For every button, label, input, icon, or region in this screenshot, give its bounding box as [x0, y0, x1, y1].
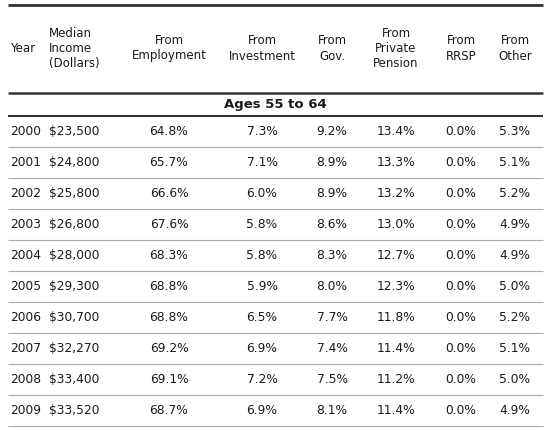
- Text: 2008: 2008: [10, 373, 41, 386]
- Text: 4.9%: 4.9%: [500, 249, 531, 262]
- Text: 0.0%: 0.0%: [446, 218, 477, 231]
- Text: 67.6%: 67.6%: [150, 218, 188, 231]
- Text: 5.3%: 5.3%: [500, 125, 531, 138]
- Text: 2002: 2002: [10, 187, 41, 200]
- Text: 2003: 2003: [10, 218, 41, 231]
- Text: 2000: 2000: [10, 125, 41, 138]
- Text: Year: Year: [10, 42, 35, 55]
- Text: 2005: 2005: [10, 280, 41, 293]
- Text: 69.1%: 69.1%: [150, 373, 188, 386]
- Text: 0.0%: 0.0%: [446, 125, 477, 138]
- Text: 7.2%: 7.2%: [246, 373, 278, 386]
- Text: 6.5%: 6.5%: [246, 311, 278, 324]
- Text: 7.5%: 7.5%: [316, 373, 348, 386]
- Text: From
Employment: From Employment: [132, 34, 207, 62]
- Text: 8.3%: 8.3%: [316, 249, 348, 262]
- Text: From
Gov.: From Gov.: [317, 34, 347, 62]
- Text: 5.8%: 5.8%: [246, 249, 278, 262]
- Text: 0.0%: 0.0%: [446, 342, 477, 355]
- Text: 0.0%: 0.0%: [446, 280, 477, 293]
- Text: 5.8%: 5.8%: [246, 218, 278, 231]
- Text: From
Private
Pension: From Private Pension: [373, 27, 419, 70]
- Text: 5.0%: 5.0%: [500, 373, 531, 386]
- Text: 65.7%: 65.7%: [150, 156, 188, 169]
- Text: $33,520: $33,520: [49, 404, 100, 417]
- Text: $30,700: $30,700: [49, 311, 99, 324]
- Text: 0.0%: 0.0%: [446, 311, 477, 324]
- Text: 2004: 2004: [10, 249, 41, 262]
- Text: $28,000: $28,000: [49, 249, 100, 262]
- Text: 0.0%: 0.0%: [446, 187, 477, 200]
- Text: From
Investment: From Investment: [229, 34, 295, 62]
- Text: 5.9%: 5.9%: [246, 280, 278, 293]
- Text: 2006: 2006: [10, 311, 41, 324]
- Text: 8.9%: 8.9%: [316, 187, 348, 200]
- Text: 0.0%: 0.0%: [446, 249, 477, 262]
- Text: 68.3%: 68.3%: [150, 249, 188, 262]
- Text: 4.9%: 4.9%: [500, 218, 531, 231]
- Text: 8.0%: 8.0%: [316, 280, 348, 293]
- Text: 5.2%: 5.2%: [500, 311, 531, 324]
- Text: 69.2%: 69.2%: [150, 342, 188, 355]
- Text: 13.4%: 13.4%: [377, 125, 415, 138]
- Text: $32,270: $32,270: [49, 342, 99, 355]
- Text: $25,800: $25,800: [49, 187, 100, 200]
- Text: 5.1%: 5.1%: [500, 156, 531, 169]
- Text: 0.0%: 0.0%: [446, 156, 477, 169]
- Text: 7.4%: 7.4%: [317, 342, 348, 355]
- Text: 13.3%: 13.3%: [377, 156, 415, 169]
- Text: 8.1%: 8.1%: [316, 404, 348, 417]
- Text: 6.0%: 6.0%: [246, 187, 278, 200]
- Text: 7.1%: 7.1%: [246, 156, 278, 169]
- Text: Ages 55 to 64: Ages 55 to 64: [224, 98, 327, 111]
- Text: $23,500: $23,500: [49, 125, 100, 138]
- Text: 2007: 2007: [10, 342, 41, 355]
- Text: 9.2%: 9.2%: [317, 125, 348, 138]
- Text: 4.9%: 4.9%: [500, 404, 531, 417]
- Text: 5.2%: 5.2%: [500, 187, 531, 200]
- Text: $24,800: $24,800: [49, 156, 100, 169]
- Text: 5.1%: 5.1%: [500, 342, 531, 355]
- Text: 64.8%: 64.8%: [150, 125, 188, 138]
- Text: 11.4%: 11.4%: [377, 404, 415, 417]
- Text: 13.0%: 13.0%: [377, 218, 415, 231]
- Text: Median
Income
(Dollars): Median Income (Dollars): [49, 27, 100, 70]
- Text: 11.4%: 11.4%: [377, 342, 415, 355]
- Text: 5.0%: 5.0%: [500, 280, 531, 293]
- Text: 13.2%: 13.2%: [377, 187, 415, 200]
- Text: 8.6%: 8.6%: [316, 218, 348, 231]
- Text: $33,400: $33,400: [49, 373, 99, 386]
- Text: $29,300: $29,300: [49, 280, 99, 293]
- Text: 68.8%: 68.8%: [149, 311, 188, 324]
- Text: 6.9%: 6.9%: [246, 404, 278, 417]
- Text: 6.9%: 6.9%: [246, 342, 278, 355]
- Text: 8.9%: 8.9%: [316, 156, 348, 169]
- Text: $26,800: $26,800: [49, 218, 100, 231]
- Text: 0.0%: 0.0%: [446, 373, 477, 386]
- Text: 12.3%: 12.3%: [377, 280, 415, 293]
- Text: 66.6%: 66.6%: [150, 187, 188, 200]
- Text: 11.8%: 11.8%: [377, 311, 415, 324]
- Text: 7.3%: 7.3%: [246, 125, 278, 138]
- Text: 11.2%: 11.2%: [377, 373, 415, 386]
- Text: 7.7%: 7.7%: [317, 311, 348, 324]
- Text: 68.8%: 68.8%: [149, 280, 188, 293]
- Text: 2009: 2009: [10, 404, 41, 417]
- Text: 0.0%: 0.0%: [446, 404, 477, 417]
- Text: 2001: 2001: [10, 156, 41, 169]
- Text: From
Other: From Other: [498, 34, 532, 62]
- Text: 12.7%: 12.7%: [377, 249, 415, 262]
- Text: From
RRSP: From RRSP: [446, 34, 476, 62]
- Text: 68.7%: 68.7%: [150, 404, 188, 417]
